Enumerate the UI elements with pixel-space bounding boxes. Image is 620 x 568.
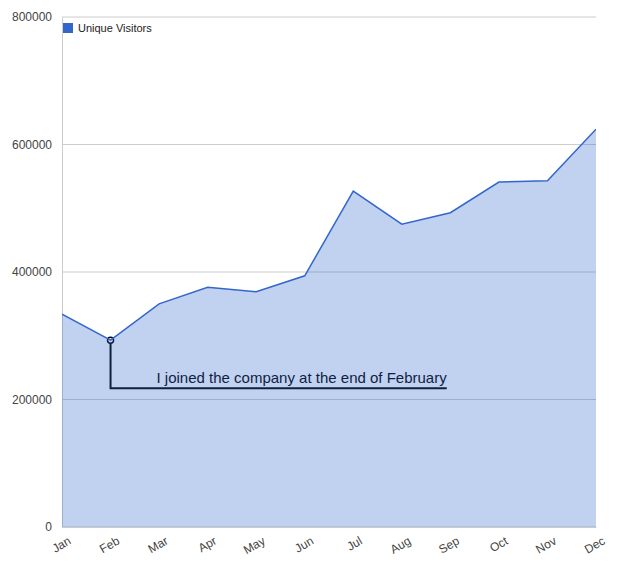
x-tick: Jan [50, 527, 74, 556]
x-tick: Dec [582, 527, 607, 557]
x-tick: Aug [388, 527, 413, 557]
x-tick-label: Aug [388, 534, 413, 557]
x-tick: Feb [97, 527, 122, 556]
x-tick-label: Oct [487, 533, 511, 555]
area [62, 129, 596, 527]
grid-line [62, 144, 596, 145]
y-tick: 800000 [12, 10, 62, 24]
x-tick-label: Apr [196, 534, 219, 555]
x-tick-label: Jun [292, 534, 316, 556]
x-tick-label: Feb [97, 534, 122, 557]
legend-label: Unique Visitors [78, 22, 152, 34]
legend: Unique Visitors [63, 22, 152, 34]
chart: 0 200000 400000 600000 800000 Jan Feb Mar Apr May… [0, 0, 620, 568]
x-axis: Jan Feb Mar Apr May Jun Jul Aug Sep Oct Nov Dec [50, 527, 608, 557]
x-tick-label: Jan [50, 534, 74, 556]
x-tick: Sep [436, 527, 462, 557]
x-tick-label: Dec [582, 534, 607, 557]
y-tick-label: 200000 [12, 393, 52, 407]
x-tick: Jul [344, 527, 364, 554]
x-tick: Jun [292, 527, 316, 556]
x-tick: Apr [196, 527, 219, 555]
x-tick-label: Jul [344, 534, 364, 554]
line [62, 129, 596, 340]
y-tick-label: 0 [45, 520, 52, 534]
x-tick: Nov [533, 527, 558, 557]
y-axis: 0 200000 400000 600000 800000 [12, 10, 63, 534]
x-tick-label: May [241, 534, 268, 557]
marks-inner [62, 129, 596, 527]
y-tick: 0 [45, 520, 62, 534]
plot: 0 200000 400000 600000 800000 Jan Feb Mar Apr May… [12, 10, 607, 557]
x-tick: Oct [487, 527, 511, 555]
x-tick-label: Sep [436, 534, 462, 557]
y-tick: 600000 [12, 138, 62, 152]
x-tick-label: Mar [146, 534, 171, 556]
grid [62, 17, 596, 527]
grid-line [62, 17, 596, 18]
y-tick: 400000 [12, 265, 62, 279]
legend-swatch [63, 23, 73, 33]
y-tick-label: 800000 [12, 10, 52, 24]
x-tick: Mar [146, 527, 171, 556]
x-tick: May [241, 527, 268, 557]
x-axis-line [63, 527, 597, 528]
marks [62, 129, 596, 527]
y-tick-label: 400000 [12, 265, 52, 279]
x-tick-label: Nov [533, 534, 558, 557]
y-tick-label: 600000 [12, 138, 52, 152]
y-tick: 200000 [12, 393, 62, 407]
